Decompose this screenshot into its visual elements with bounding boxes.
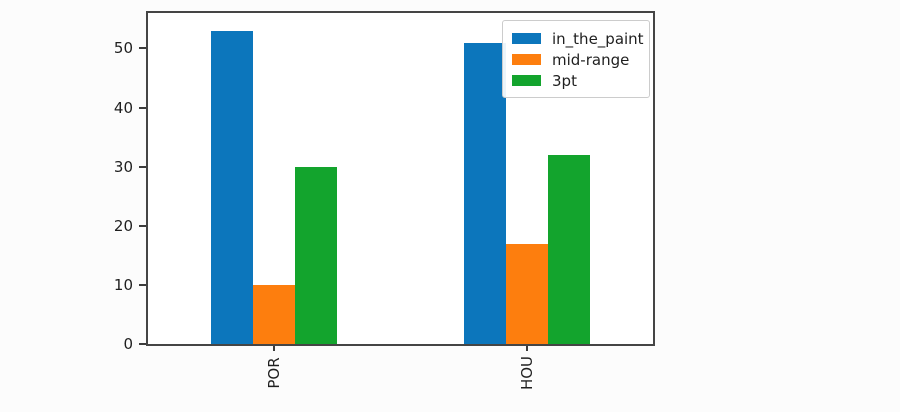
legend-item-in_the_paint: in_the_paint: [512, 28, 644, 49]
plot-area: in_the_paint mid-range 3pt: [146, 11, 655, 346]
bar-3pt-POR: [295, 166, 338, 344]
y-tick-mark: [139, 47, 146, 50]
legend-swatch-icon: [512, 33, 541, 44]
legend-label: 3pt: [552, 71, 577, 90]
legend-item-mid-range: mid-range: [512, 49, 640, 70]
y-tick-label: 0: [123, 335, 133, 353]
legend-swatch-icon: [512, 54, 541, 65]
legend-swatch-icon: [512, 75, 541, 86]
y-tick-mark: [139, 165, 146, 168]
y-tick-mark: [139, 224, 146, 227]
legend: in_the_paint mid-range 3pt: [502, 20, 650, 98]
y-tick-mark: [139, 283, 146, 286]
x-tick-mark: [525, 346, 528, 351]
legend-item-3pt: 3pt: [512, 70, 640, 91]
y-tick-label: 40: [113, 98, 133, 117]
y-tick-label: 30: [113, 157, 133, 176]
y-tick-mark: [139, 106, 146, 109]
y-tick-label: 20: [113, 216, 133, 235]
y-tick-label: 10: [113, 275, 133, 294]
legend-label: in_the_paint: [552, 29, 644, 48]
x-tick-label-HOU: HOU: [517, 355, 536, 391]
bar-in_the_paint-POR: [211, 30, 254, 344]
x-tick-label-POR: POR: [265, 357, 284, 389]
bars-layer: [148, 13, 653, 344]
y-tick-label: 50: [113, 39, 133, 58]
bar-in_the_paint-HOU: [463, 42, 506, 344]
x-axis: POR HOU: [148, 346, 653, 412]
bar-mid-range-HOU: [505, 243, 548, 344]
bar-3pt-HOU: [547, 154, 590, 344]
bar-mid-range-POR: [253, 284, 296, 344]
x-tick-mark: [273, 346, 276, 351]
y-axis: 0 10 20 30 40 50: [0, 13, 146, 352]
legend-label: mid-range: [552, 50, 630, 69]
y-tick-mark: [139, 343, 146, 345]
